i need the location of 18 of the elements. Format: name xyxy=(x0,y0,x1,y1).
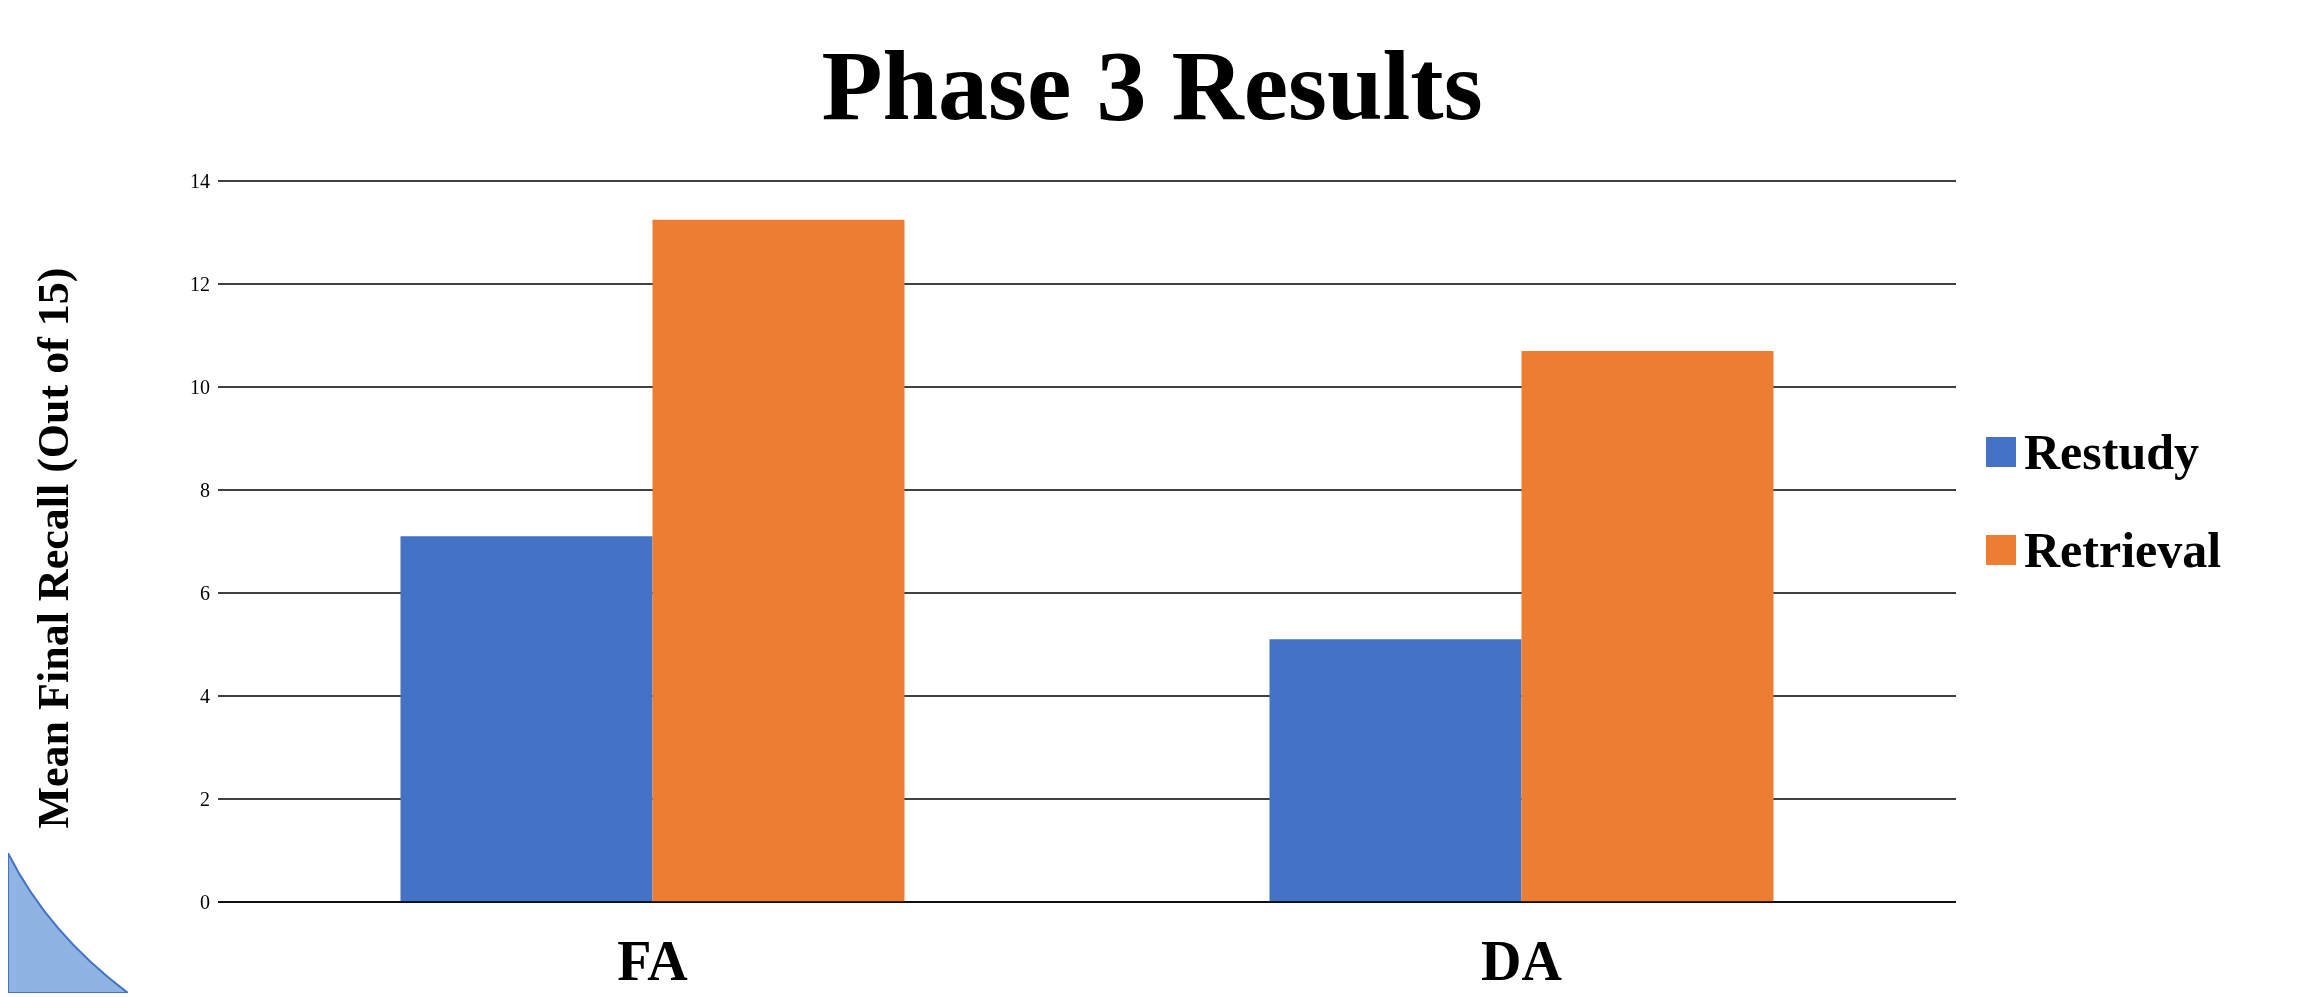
bar xyxy=(652,219,905,902)
bar xyxy=(1521,350,1774,902)
chart-title: Phase 3 Results xyxy=(820,29,1484,143)
y-tick-label: 14 xyxy=(190,170,210,193)
y-tick-label: 12 xyxy=(190,273,210,296)
y-tick-label: 0 xyxy=(200,891,210,914)
x-tick-label: DA xyxy=(1481,929,1563,992)
y-tick-label: 10 xyxy=(190,376,210,399)
x-tick-label: FA xyxy=(617,929,689,992)
legend-label: Retrieval xyxy=(2024,520,2222,579)
y-tick-label: 4 xyxy=(200,685,210,708)
y-tick-label: 8 xyxy=(200,479,210,502)
bar xyxy=(400,536,653,902)
legend-label: Restudy xyxy=(2024,422,2200,481)
bar xyxy=(1269,639,1522,902)
y-tick-label: 6 xyxy=(200,582,210,605)
y-axis-title: Mean Final Recall (Out of 15) xyxy=(27,267,79,829)
y-tick-label: 2 xyxy=(200,788,210,811)
